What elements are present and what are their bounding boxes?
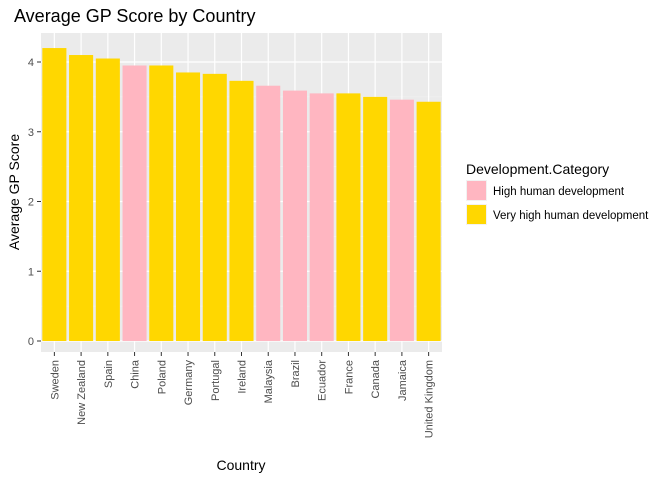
x-tick-label: Ecuador <box>317 360 329 401</box>
x-tick-label: Jamaica <box>397 359 409 401</box>
legend-label: High human development <box>493 186 625 198</box>
x-tick-label: Canada <box>370 359 382 398</box>
x-tick-label: United Kingdom <box>424 360 436 438</box>
bar <box>282 90 307 341</box>
y-tick-label: 1 <box>28 266 34 278</box>
x-tick-label: Brazil <box>290 360 302 388</box>
y-tick-label: 2 <box>28 197 34 209</box>
bar <box>149 65 174 342</box>
x-tick-label: Sweden <box>49 360 61 400</box>
x-tick-label: Ireland <box>237 360 249 394</box>
bar <box>336 93 361 341</box>
x-tick-label: China <box>130 359 142 389</box>
bar <box>69 55 94 342</box>
bar <box>256 85 281 341</box>
y-tick-label: 0 <box>28 336 34 348</box>
x-tick-label: Germany <box>183 360 195 406</box>
legend-swatch <box>467 181 486 200</box>
y-axis: 0 1 2 3 4 <box>28 57 41 348</box>
bar <box>42 48 67 342</box>
x-tick-label: Portugal <box>210 360 222 401</box>
bar <box>363 96 388 341</box>
legend-title: Development.Category <box>466 161 609 177</box>
x-tick-label: Poland <box>156 360 168 394</box>
bar <box>309 93 334 341</box>
legend-swatch <box>467 205 486 224</box>
x-axis-title: Country <box>216 457 265 473</box>
bar <box>389 99 414 341</box>
bar <box>95 58 120 341</box>
bar <box>229 80 254 342</box>
y-axis-title: Average GP Score <box>6 134 22 250</box>
y-tick-label: 3 <box>28 127 34 139</box>
chart-title: Average GP Score by Country <box>14 6 255 26</box>
bar <box>202 73 227 342</box>
legend: Development.Category High human developm… <box>466 161 649 225</box>
x-tick-label: France <box>343 360 355 394</box>
bar <box>176 72 201 342</box>
bars <box>42 48 441 342</box>
bar <box>122 65 147 342</box>
x-axis: Sweden New Zealand Spain China Poland Germany… <box>49 352 436 438</box>
x-tick-label: Spain <box>103 360 115 388</box>
legend-label: Very high human development <box>493 210 649 222</box>
x-tick-label: Malaysia <box>263 359 275 403</box>
y-tick-label: 4 <box>28 57 34 69</box>
bar <box>416 101 441 341</box>
x-tick-label: New Zealand <box>76 360 88 425</box>
